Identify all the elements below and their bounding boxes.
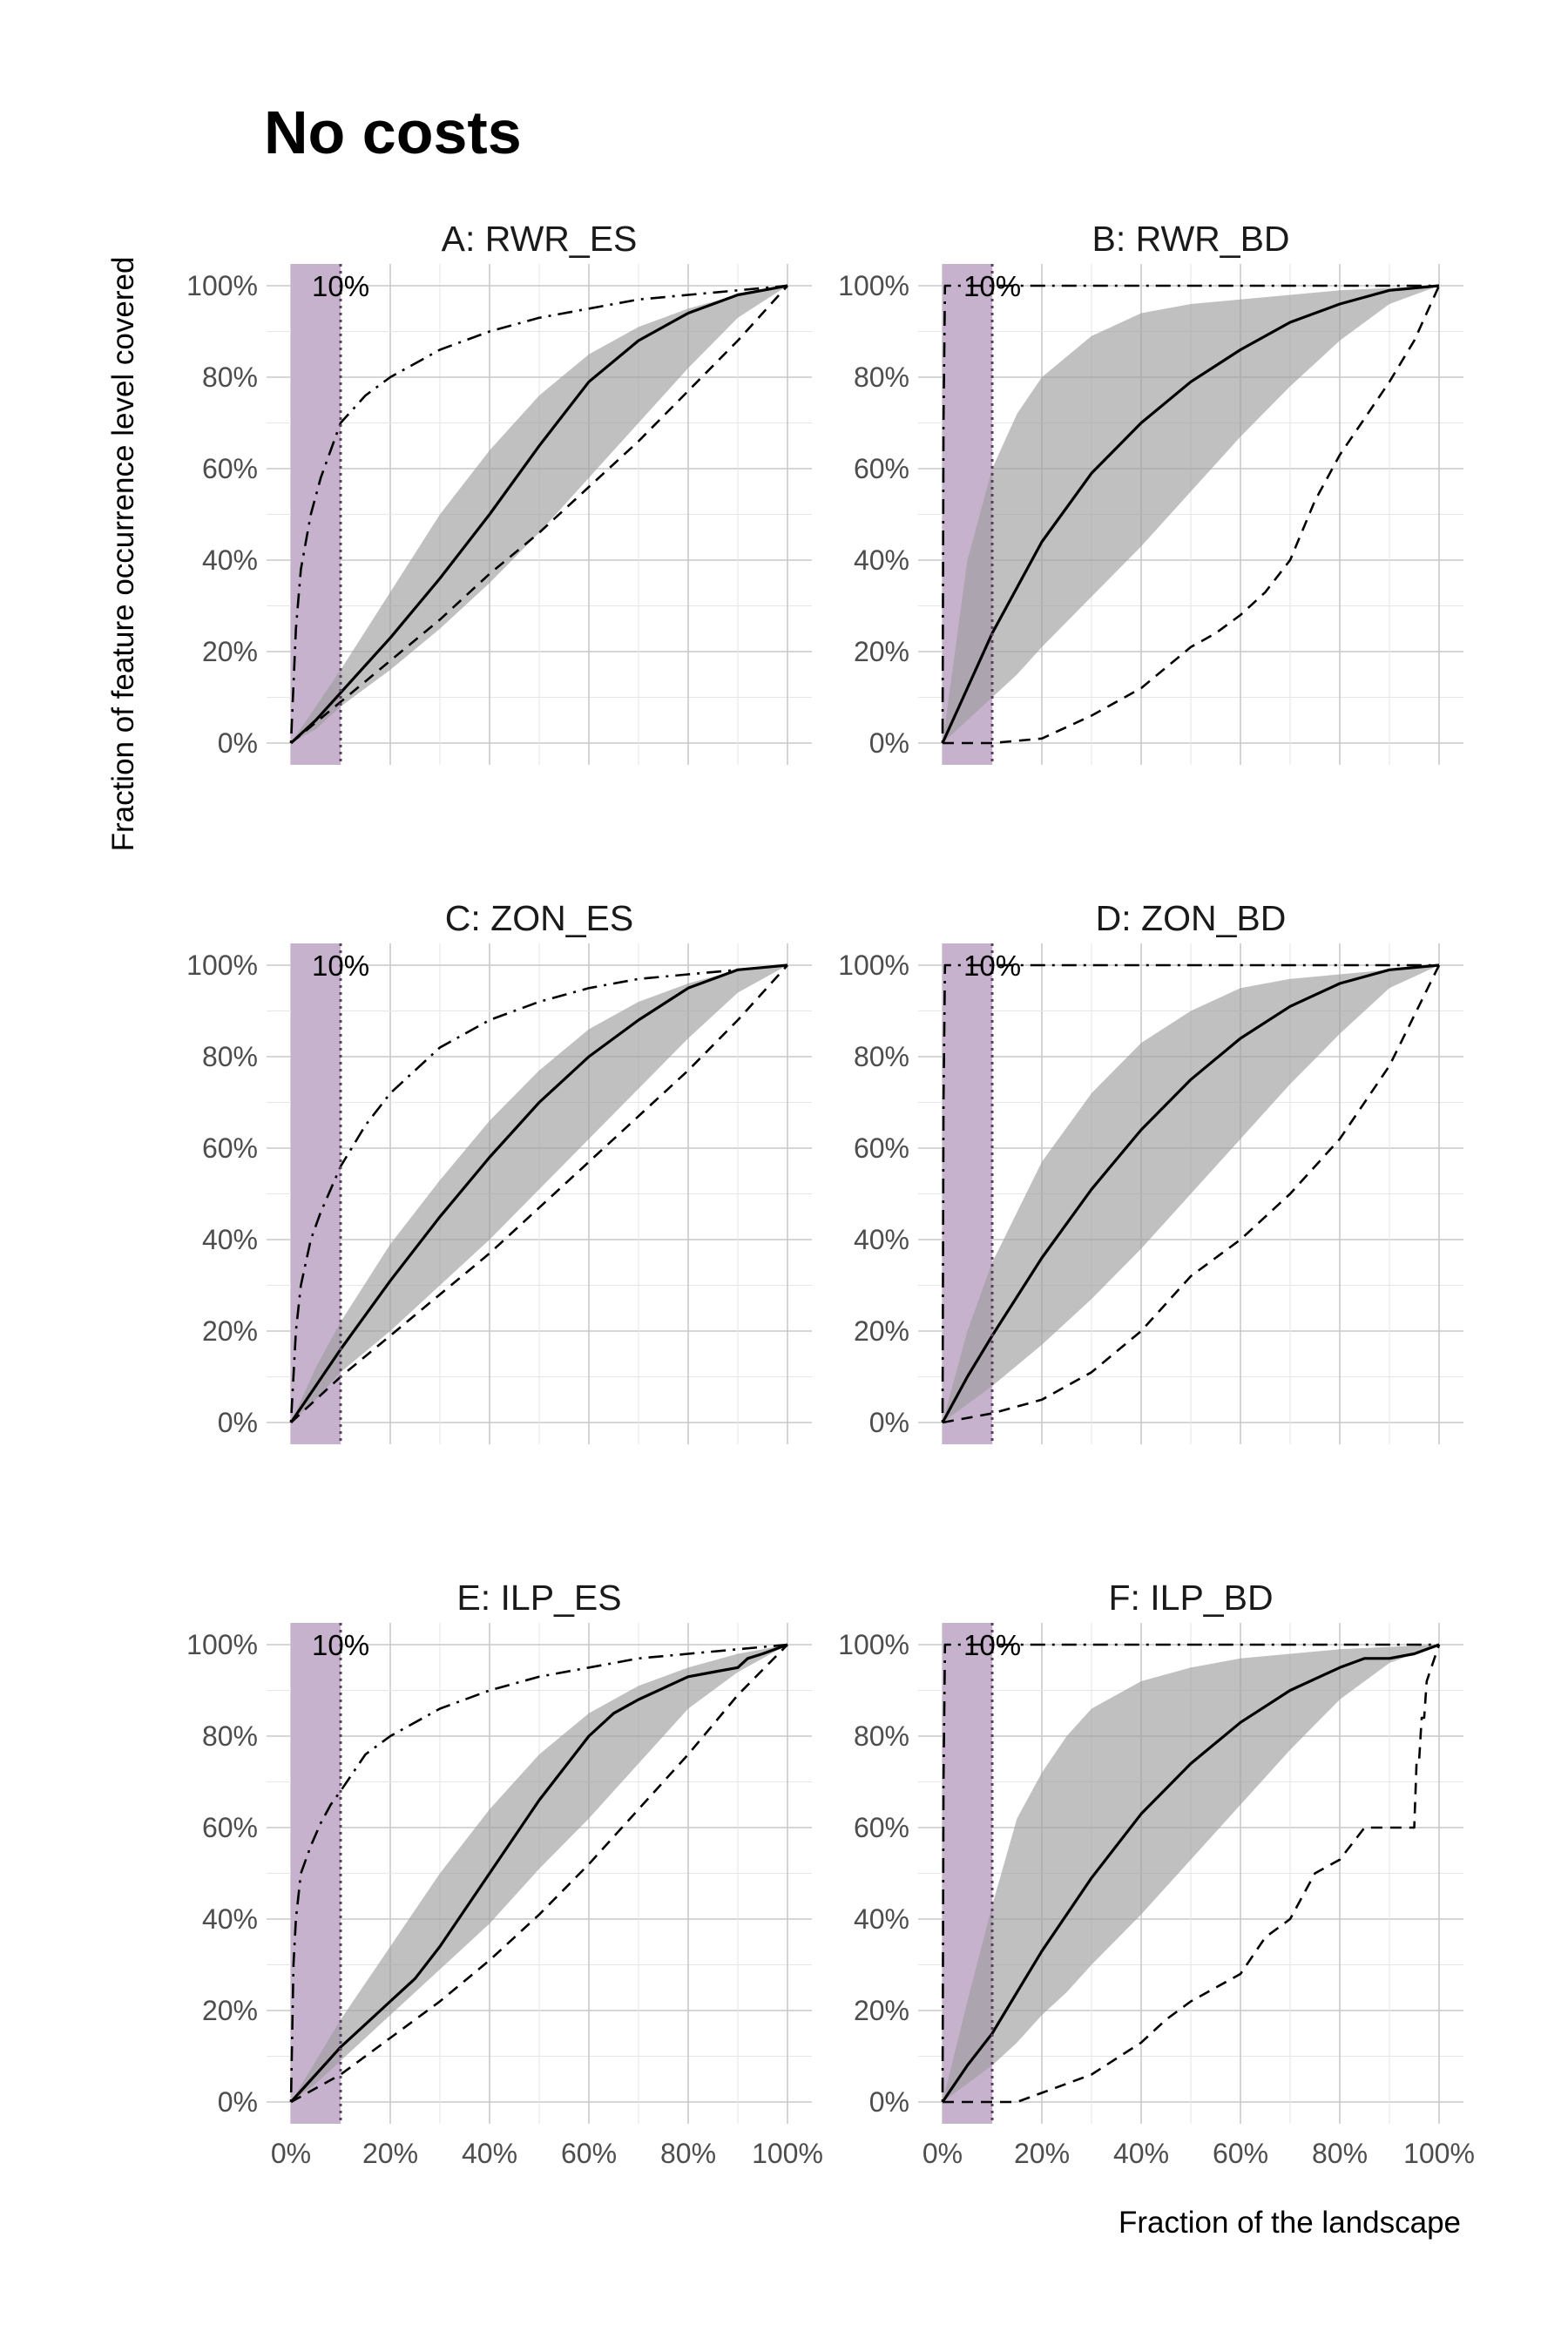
series-line-solid xyxy=(941,1643,1440,2103)
figure-title: No costs xyxy=(264,98,522,166)
x-tick-label: 100% xyxy=(752,2138,823,2169)
series-line-dashed xyxy=(943,285,1441,745)
range-band xyxy=(943,965,1439,1423)
series-line-dotdash xyxy=(941,1643,1439,2103)
series-line-solid xyxy=(941,963,1440,1423)
panel-title: D: ZON_BD xyxy=(1096,898,1287,938)
x-tick-label: 60% xyxy=(1213,2138,1268,2169)
y-tick-label: 60% xyxy=(202,1132,258,1164)
panel-title: A: RWR_ES xyxy=(442,219,638,259)
x-axis-label: Fraction of the landscape xyxy=(1119,2206,1461,2240)
range-band xyxy=(291,965,787,1423)
x-tick-label: 20% xyxy=(362,2138,418,2169)
y-tick-label: 40% xyxy=(854,1224,909,1255)
y-tick-label: 40% xyxy=(202,1903,258,1935)
panel-2: C: ZON_ES 0% 20% 40% 60% 80% 100% 10% xyxy=(186,898,812,1444)
y-tick-label: 80% xyxy=(202,1720,258,1752)
x-tick-label: 0% xyxy=(923,2138,963,2169)
y-tick-label: 100% xyxy=(838,950,909,981)
series-line-dashed xyxy=(942,964,1441,1424)
y-tick-label: 0% xyxy=(218,727,258,759)
panel-3: D: ZON_BD 0% 20% 40% 60% 80% 100% 10% xyxy=(838,898,1463,1444)
x-tick-label: 40% xyxy=(462,2138,517,2169)
series-line-solid xyxy=(289,284,788,745)
y-tick-label: 0% xyxy=(218,2086,258,2118)
threshold-label: 10% xyxy=(312,1629,369,1661)
y-axis-label: Fraction of feature occurrence level cov… xyxy=(106,257,140,852)
series-line-dashed xyxy=(943,1644,1441,2104)
y-tick-label: 20% xyxy=(854,1995,909,2026)
panel-5: F: ILP_BD 0% 20% 40% 60% 80% 100% 0% 20% 40% 60% 80… xyxy=(838,1578,1475,2169)
range-band xyxy=(291,286,787,743)
series-line-dotdash xyxy=(941,963,1439,1423)
y-tick-label: 80% xyxy=(854,1720,909,1752)
panel-4: E: ILP_ES 0% 20% 40% 60% 80% 100% 0% 20% 40% 60% 80… xyxy=(186,1578,823,2169)
y-tick-label: 100% xyxy=(838,1629,909,1660)
panel-title: E: ILP_ES xyxy=(456,1578,621,1618)
y-tick-label: 100% xyxy=(186,1629,258,1660)
y-tick-label: 40% xyxy=(202,544,258,576)
panels: A: RWR_ES 0% 20% 40% 60% 80% 100% 10% B: RWR_BD 0… xyxy=(186,219,1475,2169)
x-tick-label: 40% xyxy=(1113,2138,1169,2169)
series-line-dashed xyxy=(290,964,788,1423)
y-tick-label: 60% xyxy=(854,1812,909,1843)
range-band xyxy=(291,1645,787,2102)
y-tick-label: 20% xyxy=(202,636,258,667)
series-line-solid xyxy=(289,1643,788,2104)
threshold-label: 10% xyxy=(963,1629,1021,1661)
x-tick-label: 80% xyxy=(1312,2138,1368,2169)
threshold-label: 10% xyxy=(963,270,1021,302)
threshold-label: 10% xyxy=(312,950,369,982)
y-tick-label: 60% xyxy=(854,1132,909,1164)
y-tick-label: 60% xyxy=(854,453,909,484)
series-line-dotdash xyxy=(289,1643,788,2103)
series-line-solid xyxy=(289,963,788,1423)
x-tick-label: 20% xyxy=(1014,2138,1070,2169)
threshold-label: 10% xyxy=(312,270,369,302)
series-line-solid xyxy=(941,284,1440,744)
series-line-dotdash xyxy=(941,284,1439,744)
panel-title: F: ILP_BD xyxy=(1108,1578,1273,1618)
y-tick-label: 20% xyxy=(854,636,909,667)
x-tick-label: 100% xyxy=(1403,2138,1475,2169)
series-line-dotdash xyxy=(289,963,788,1423)
y-tick-label: 0% xyxy=(869,2086,909,2118)
y-tick-label: 80% xyxy=(854,1041,909,1072)
y-tick-label: 100% xyxy=(838,270,909,301)
y-tick-label: 80% xyxy=(854,362,909,393)
panel-title: B: RWR_BD xyxy=(1092,219,1289,259)
y-tick-label: 60% xyxy=(202,453,258,484)
y-tick-label: 0% xyxy=(218,1407,258,1438)
x-tick-label: 60% xyxy=(561,2138,617,2169)
y-tick-label: 100% xyxy=(186,270,258,301)
y-tick-label: 100% xyxy=(186,950,258,981)
y-tick-label: 40% xyxy=(202,1224,258,1255)
y-tick-label: 0% xyxy=(869,1407,909,1438)
y-tick-label: 40% xyxy=(854,1903,909,1935)
threshold-label: 10% xyxy=(963,950,1021,982)
y-tick-label: 60% xyxy=(202,1812,258,1843)
y-tick-label: 20% xyxy=(202,1315,258,1347)
range-band xyxy=(943,1645,1439,2102)
series-line-dotdash xyxy=(289,284,788,744)
series-line-dashed xyxy=(290,1644,788,2104)
x-tick-label: 0% xyxy=(271,2138,311,2169)
y-tick-label: 20% xyxy=(854,1315,909,1347)
y-tick-label: 80% xyxy=(202,1041,258,1072)
y-tick-label: 40% xyxy=(854,544,909,576)
y-tick-label: 20% xyxy=(202,1995,258,2026)
range-band xyxy=(943,286,1439,743)
x-tick-label: 80% xyxy=(660,2138,716,2169)
y-tick-label: 80% xyxy=(202,362,258,393)
y-tick-label: 0% xyxy=(869,727,909,759)
panel-title: C: ZON_ES xyxy=(445,898,633,938)
panel-0: A: RWR_ES 0% 20% 40% 60% 80% 100% 10% xyxy=(186,219,812,765)
highlight-region xyxy=(291,264,341,765)
panel-1: B: RWR_BD 0% 20% 40% 60% 80% 100% 10% xyxy=(838,219,1463,765)
